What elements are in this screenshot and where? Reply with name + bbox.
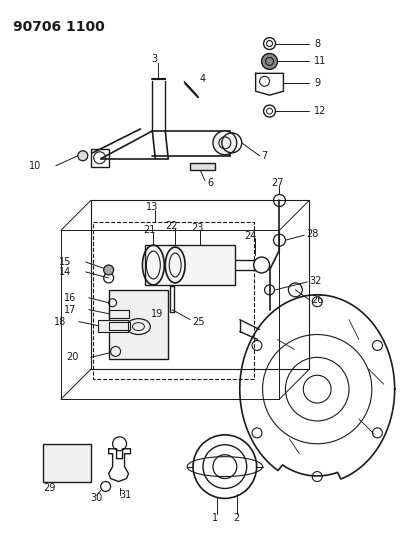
Circle shape: [254, 257, 270, 273]
Circle shape: [262, 53, 277, 69]
Bar: [145, 245, 235, 285]
Text: 32: 32: [309, 276, 322, 286]
Bar: [109, 310, 128, 318]
Circle shape: [213, 131, 237, 155]
Text: 4: 4: [200, 74, 206, 84]
Text: 15: 15: [59, 257, 71, 267]
Text: 13: 13: [146, 203, 158, 213]
Text: 26: 26: [311, 295, 324, 305]
Bar: [190, 163, 215, 169]
Text: 24: 24: [245, 231, 257, 241]
Text: 16: 16: [64, 293, 76, 303]
Text: 21: 21: [143, 225, 156, 235]
Text: 22: 22: [165, 221, 177, 231]
Bar: [93, 222, 254, 379]
Text: 23: 23: [191, 223, 203, 233]
Text: 10: 10: [29, 160, 41, 171]
Text: 25: 25: [192, 317, 205, 327]
Text: 19: 19: [151, 309, 164, 319]
Text: 29: 29: [43, 483, 55, 494]
Bar: [109, 290, 168, 359]
Text: 30: 30: [91, 494, 103, 503]
Text: 7: 7: [262, 151, 268, 161]
Bar: [43, 444, 91, 481]
Text: 90706 1100: 90706 1100: [13, 20, 105, 34]
Text: 9: 9: [314, 78, 320, 88]
Text: 18: 18: [54, 317, 66, 327]
Text: 28: 28: [306, 229, 319, 239]
Bar: [91, 149, 109, 167]
Text: 6: 6: [207, 177, 213, 188]
Text: 12: 12: [314, 106, 326, 116]
Text: 31: 31: [119, 490, 132, 500]
Circle shape: [266, 58, 273, 66]
Text: 3: 3: [151, 54, 158, 64]
Text: 27: 27: [271, 177, 284, 188]
Circle shape: [104, 265, 114, 275]
Text: 11: 11: [314, 56, 326, 67]
Text: 1: 1: [212, 513, 218, 523]
Text: 8: 8: [314, 38, 320, 49]
Text: 14: 14: [59, 267, 71, 277]
Circle shape: [78, 151, 88, 161]
Text: 2: 2: [234, 513, 240, 523]
Text: 17: 17: [64, 305, 76, 314]
Text: 20: 20: [66, 352, 79, 362]
Bar: [109, 321, 130, 329]
Bar: [98, 320, 128, 332]
